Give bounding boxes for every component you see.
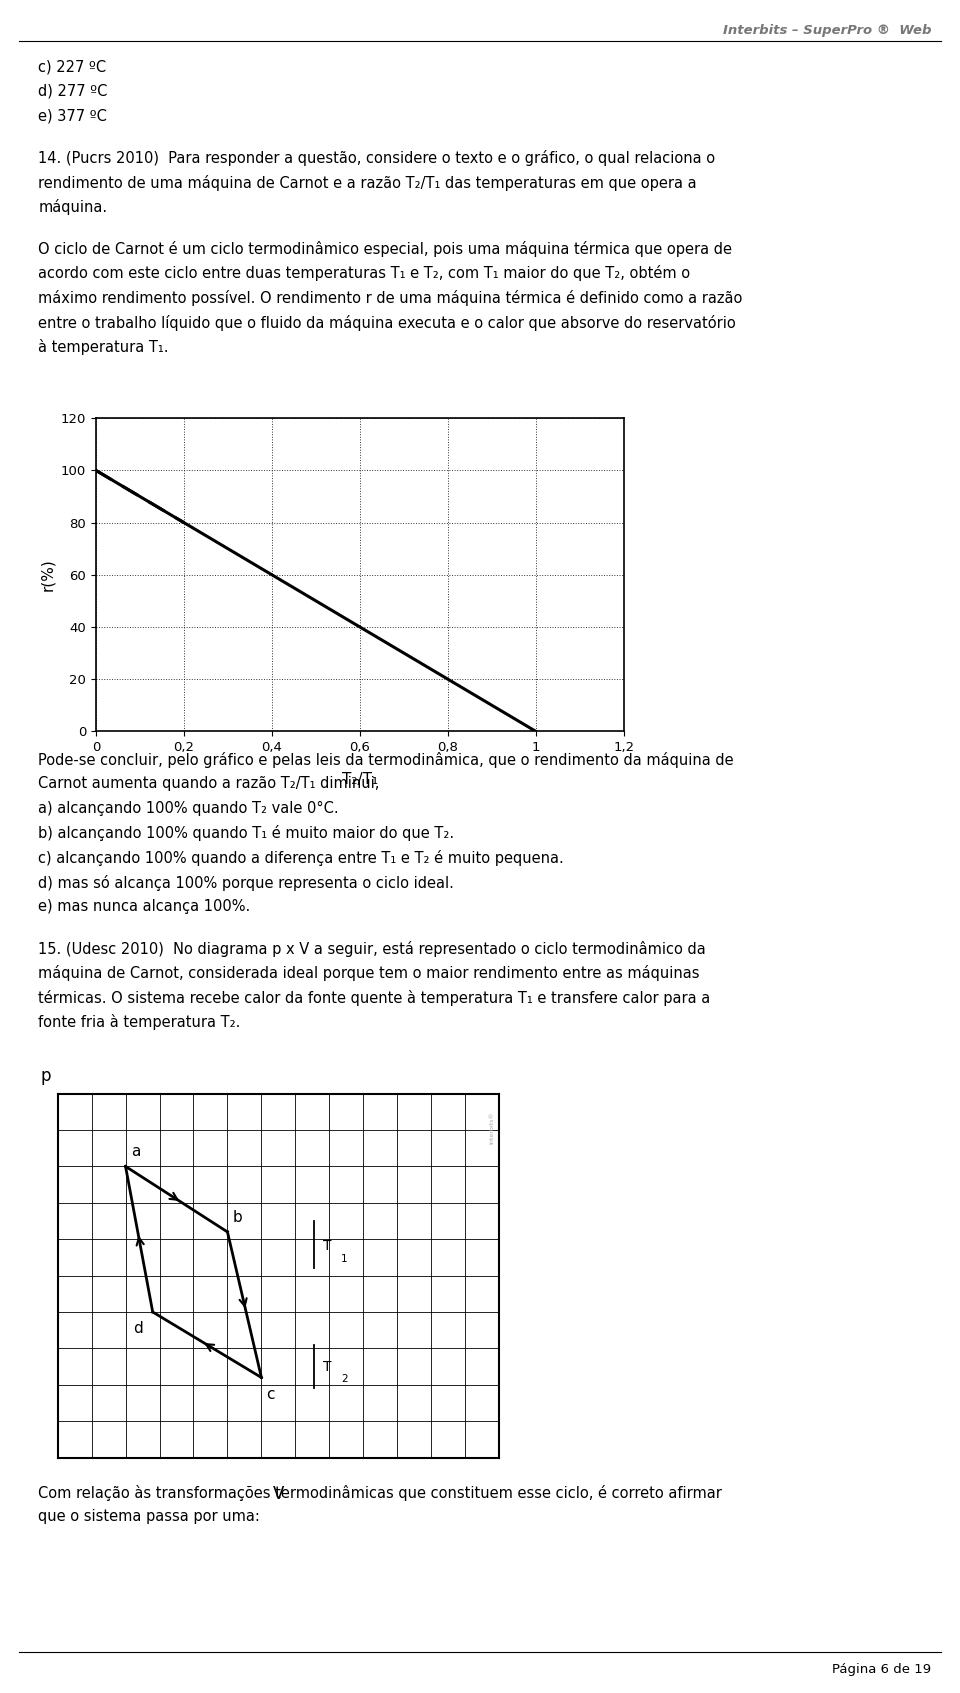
Text: à temperatura T₁.: à temperatura T₁. [38, 339, 169, 356]
Text: 14. (Pucrs 2010)  Para responder a questão, considere o texto e o gráfico, o qua: 14. (Pucrs 2010) Para responder a questã… [38, 151, 715, 166]
Text: V: V [273, 1485, 284, 1503]
Text: d) 277 ºC: d) 277 ºC [38, 83, 108, 98]
Y-axis label: r(%): r(%) [40, 559, 56, 591]
X-axis label: T₂/T₁: T₂/T₁ [342, 772, 378, 787]
Text: T: T [323, 1239, 331, 1253]
Text: a: a [131, 1144, 140, 1160]
Text: a) alcançando 100% quando T₂ vale 0°C.: a) alcançando 100% quando T₂ vale 0°C. [38, 801, 339, 816]
Text: Interbits – SuperPro ®  Web: Interbits – SuperPro ® Web [723, 24, 931, 37]
Text: Interbits®: Interbits® [489, 1112, 494, 1144]
Text: máquina de Carnot, considerada ideal porque tem o maior rendimento entre as máqu: máquina de Carnot, considerada ideal por… [38, 965, 700, 982]
Text: c) 227 ºC: c) 227 ºC [38, 59, 107, 74]
Text: 1: 1 [341, 1255, 348, 1265]
Text: T: T [323, 1359, 331, 1373]
Text: Com relação às transformações termodinâmicas que constituem esse ciclo, é corret: Com relação às transformações termodinâm… [38, 1485, 722, 1500]
Text: d) mas só alcança 100% porque representa o ciclo ideal.: d) mas só alcança 100% porque representa… [38, 875, 454, 891]
Text: máquina.: máquina. [38, 200, 108, 215]
Text: 2: 2 [341, 1375, 348, 1385]
Text: que o sistema passa por uma:: que o sistema passa por uma: [38, 1508, 260, 1524]
Text: térmicas. O sistema recebe calor da fonte quente à temperatura T₁ e transfere ca: térmicas. O sistema recebe calor da font… [38, 990, 710, 1006]
Text: c: c [267, 1387, 275, 1402]
Text: fonte fria à temperatura T₂.: fonte fria à temperatura T₂. [38, 1014, 241, 1031]
Text: máximo rendimento possível. O rendimento r de uma máquina térmica é definido com: máximo rendimento possível. O rendimento… [38, 290, 743, 306]
Text: b) alcançando 100% quando T₁ é muito maior do que T₂.: b) alcançando 100% quando T₁ é muito mai… [38, 826, 454, 841]
Text: O ciclo de Carnot é um ciclo termodinâmico especial, pois uma máquina térmica qu: O ciclo de Carnot é um ciclo termodinâmi… [38, 240, 732, 257]
Text: entre o trabalho líquido que o fluido da máquina executa e o calor que absorve d: entre o trabalho líquido que o fluido da… [38, 315, 736, 330]
Text: Pode-se concluir, pelo gráfico e pelas leis da termodinâmica, que o rendimento d: Pode-se concluir, pelo gráfico e pelas l… [38, 752, 734, 769]
Text: 15. (Udesc 2010)  No diagrama p x V a seguir, está representado o ciclo termodin: 15. (Udesc 2010) No diagrama p x V a seg… [38, 941, 707, 957]
Text: Carnot aumenta quando a razão T₂/T₁ diminui,: Carnot aumenta quando a razão T₂/T₁ dimi… [38, 777, 380, 791]
Text: p: p [41, 1067, 51, 1085]
Text: e) 377 ºC: e) 377 ºC [38, 108, 108, 124]
Text: e) mas nunca alcança 100%.: e) mas nunca alcança 100%. [38, 899, 251, 914]
Text: acordo com este ciclo entre duas temperaturas T₁ e T₂, com T₁ maior do que T₂, o: acordo com este ciclo entre duas tempera… [38, 266, 690, 281]
Text: Página 6 de 19: Página 6 de 19 [832, 1663, 931, 1676]
Text: d: d [132, 1321, 142, 1336]
Text: c) alcançando 100% quando a diferença entre T₁ e T₂ é muito pequena.: c) alcançando 100% quando a diferença en… [38, 850, 564, 867]
Text: b: b [232, 1209, 242, 1224]
Text: rendimento de uma máquina de Carnot e a razão T₂/T₁ das temperaturas em que oper: rendimento de uma máquina de Carnot e a … [38, 174, 697, 191]
